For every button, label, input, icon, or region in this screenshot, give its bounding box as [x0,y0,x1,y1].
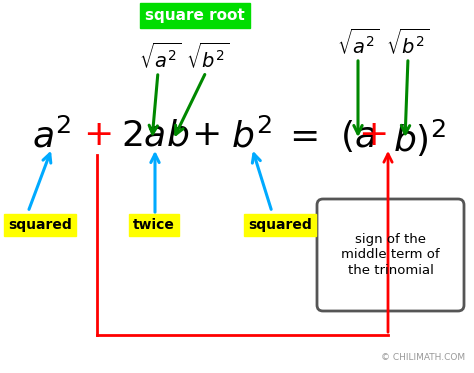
Text: $a^2$: $a^2$ [32,118,72,154]
Text: squared: squared [8,218,72,232]
Text: $\sqrt{a^2}$: $\sqrt{a^2}$ [139,42,181,72]
Text: $\sqrt{b^2}$: $\sqrt{b^2}$ [386,28,430,58]
Text: $+$: $+$ [191,118,219,152]
Text: $=$: $=$ [282,118,318,152]
Text: $(a$: $(a$ [340,118,376,154]
Text: sign of the
middle term of
the trinomial: sign of the middle term of the trinomial [341,233,440,276]
Text: $\sqrt{b^2}$: $\sqrt{b^2}$ [186,42,230,72]
Text: $b^2$: $b^2$ [231,118,273,154]
Text: $+$: $+$ [83,118,111,152]
Text: © CHILIMATH.COM: © CHILIMATH.COM [381,353,465,362]
FancyBboxPatch shape [317,199,464,311]
Text: $2ab$: $2ab$ [121,118,189,152]
Text: $b)^2$: $b)^2$ [393,118,446,159]
Text: square root: square root [145,8,245,23]
Text: $+$: $+$ [358,118,386,152]
Text: squared: squared [248,218,312,232]
Text: twice: twice [133,218,175,232]
Text: $\sqrt{a^2}$: $\sqrt{a^2}$ [337,28,379,58]
